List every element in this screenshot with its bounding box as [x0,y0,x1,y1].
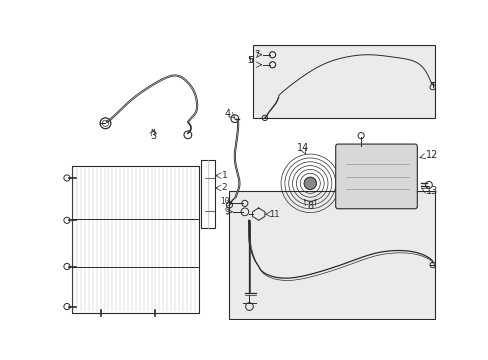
Text: 1: 1 [221,171,227,180]
Text: 2: 2 [221,184,227,193]
Bar [253,45,434,118]
Bar [201,160,214,228]
Circle shape [304,177,316,189]
FancyBboxPatch shape [335,144,416,209]
Text: 11: 11 [268,210,279,219]
Text: 5: 5 [247,56,253,65]
Bar [228,191,434,319]
Text: 7: 7 [254,50,259,59]
Text: 6: 6 [247,56,253,65]
Text: 12: 12 [425,150,437,160]
Text: 4: 4 [224,109,230,119]
Text: 14: 14 [296,143,308,153]
Polygon shape [71,166,199,313]
Text: 10: 10 [220,197,230,206]
Text: 13: 13 [425,186,437,196]
Text: 3: 3 [150,131,156,141]
Text: 9: 9 [224,207,230,216]
Text: 8: 8 [306,202,313,211]
